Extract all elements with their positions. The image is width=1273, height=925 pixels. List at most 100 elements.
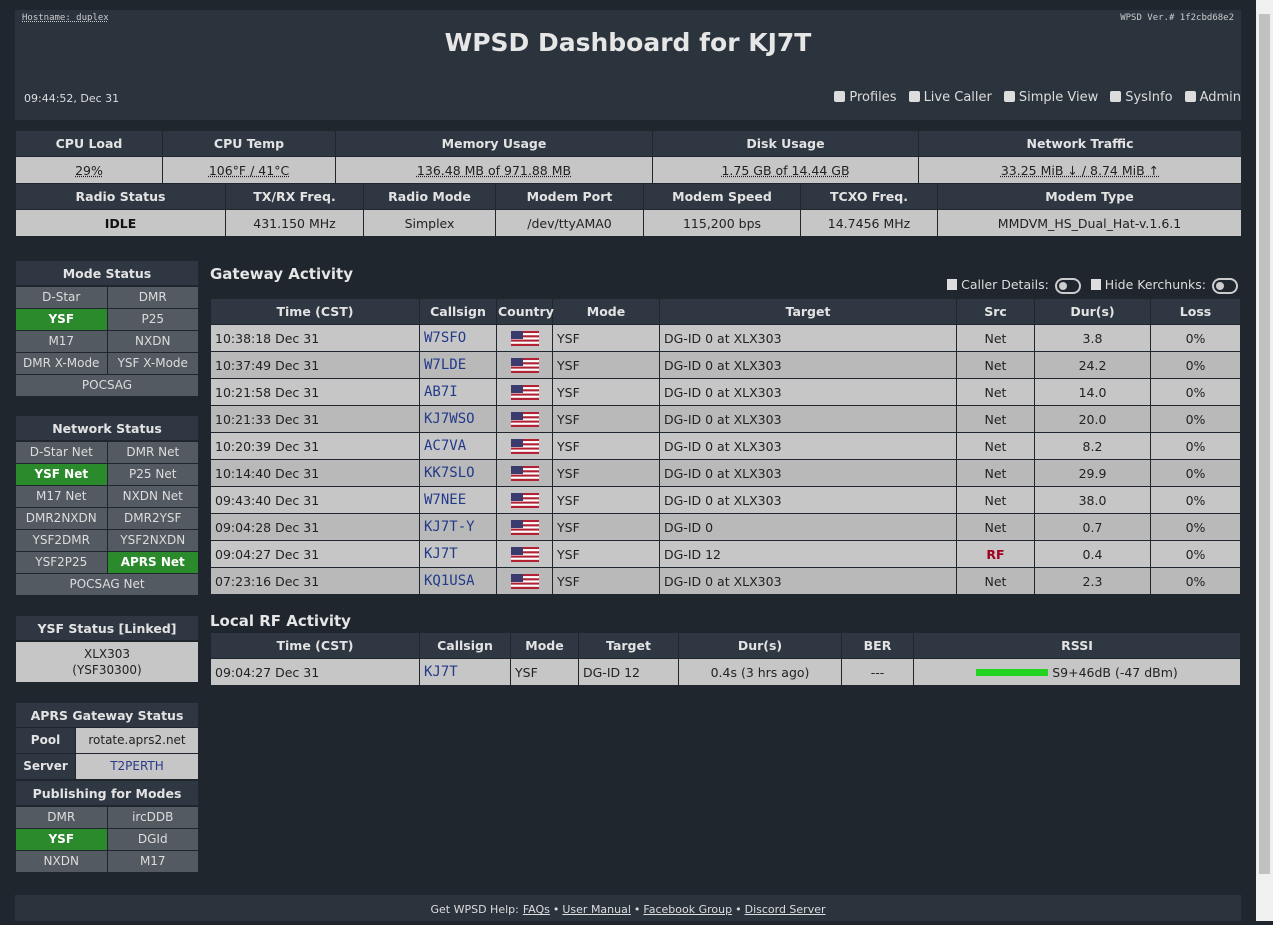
network-status: Network Status D-Star Net DMR Net YSF Net P2… <box>15 415 199 596</box>
callsign: KJ7T <box>419 658 511 686</box>
target: DG-ID 0 at XLX303 <box>659 351 957 379</box>
src: Net <box>956 513 1035 541</box>
nav-icon <box>908 91 920 102</box>
row: 29% 106°F / 41°C 136.48 MB of 971.88 MB 1.7… <box>15 156 1242 184</box>
value: 33.25 MiB ↓ / 8.74 MiB ↑ <box>1000 162 1160 178</box>
nav-link[interactable]: Admin <box>1184 90 1241 105</box>
nav-link[interactable]: Profiles <box>834 90 897 105</box>
mode: YSF <box>552 324 660 352</box>
nav-icon <box>1184 91 1196 102</box>
duration: 24.2 <box>1034 351 1151 379</box>
time: 10:14:40 Dec 31 <box>210 459 420 487</box>
cell: 29% <box>15 156 163 184</box>
ysf-body: XLX303 (YSF30300) <box>15 641 199 683</box>
callsign: KJ7T <box>419 540 497 568</box>
mode: YSF <box>510 658 579 686</box>
cell: 14.7456 MHz <box>800 209 938 237</box>
mode-status: Mode Status D-Star DMR YSF P25 M17 NXDN DMR X-M… <box>15 260 199 397</box>
status-item: DMR X-Mode <box>16 353 107 374</box>
value: 1.75 GB of 14.44 GB <box>721 162 850 178</box>
column-header: Callsign <box>419 632 511 659</box>
status-item: DGId <box>107 829 198 850</box>
status-item: DMR2NXDN <box>16 508 107 529</box>
header: Hostname: duplex WPSD Ver.# 1f2cbd68e2 W… <box>15 10 1241 120</box>
loss: 0% <box>1150 432 1241 460</box>
callsign: W7SFO <box>419 324 497 352</box>
separator: • <box>552 903 560 916</box>
footer-link[interactable]: Discord Server <box>744 903 826 916</box>
loss: 0% <box>1150 567 1241 595</box>
status-item: APRS Net <box>107 552 198 573</box>
activity-row: 07:23:16 Dec 31 KQ1USA YSF DG-ID 0 at XLX30… <box>210 567 1241 595</box>
rssi: S9+46dB (-47 dBm) <box>913 658 1241 686</box>
section-title: Gateway Activity <box>210 265 353 283</box>
country <box>496 432 553 460</box>
column-header: BER <box>841 632 914 659</box>
nav-text: Live Caller <box>923 90 992 105</box>
status-item: P25 Net <box>107 464 198 485</box>
column-header: Dur(s) <box>1034 298 1151 325</box>
time: 10:21:33 Dec 31 <box>210 405 420 433</box>
header-row: Radio Status TX/RX Freq. Radio Mode Modem P… <box>15 183 1242 210</box>
activity-row: 10:37:49 Dec 31 W7LDE YSF DG-ID 0 at XLX303… <box>210 351 1241 379</box>
column-header: Dur(s) <box>678 632 842 659</box>
duration: 0.4s (3 hrs ago) <box>678 658 842 686</box>
cell: 136.48 MB of 971.88 MB <box>335 156 653 184</box>
nav-icon <box>1110 91 1122 102</box>
rssi-text: S9+46dB (-47 dBm) <box>1052 664 1178 680</box>
column-header: Time (CST) <box>210 632 420 659</box>
target: DG-ID 0 <box>659 513 957 541</box>
nav-link[interactable]: SysInfo <box>1110 90 1173 105</box>
callsign: AC7VA <box>419 432 497 460</box>
nav-text: SysInfo <box>1125 90 1173 105</box>
toggle-icon <box>1090 279 1101 290</box>
footer-link[interactable]: Facebook Group <box>643 903 733 916</box>
sysinfo-table: CPU Load CPU Temp Memory Usage Disk Usage Ne… <box>15 130 1242 184</box>
src: Net <box>956 459 1035 487</box>
column-header: TX/RX Freq. <box>225 183 364 210</box>
time: 10:21:58 Dec 31 <box>210 378 420 406</box>
column-header: Src <box>956 298 1035 325</box>
footer-link[interactable]: FAQs <box>522 903 550 916</box>
status-item: ircDDB <box>107 807 198 828</box>
hide-kerchunks: Hide Kerchunks: <box>1090 277 1238 294</box>
nav-link[interactable]: Simple View <box>1003 90 1098 105</box>
status-item: YSF2P25 <box>16 552 107 573</box>
caller-details: Caller Details: <box>947 277 1081 294</box>
status-item: M17 <box>16 331 107 352</box>
column-header: Modem Speed <box>643 183 801 210</box>
nav-icon <box>834 91 846 102</box>
nav-link[interactable]: Live Caller <box>908 90 992 105</box>
flag <box>510 520 539 535</box>
column-header: Modem Type <box>937 183 1242 210</box>
time: 09:04:27 Dec 31 <box>210 540 420 568</box>
title: WPSD Dashboard for KJ7T <box>444 28 812 57</box>
loss: 0% <box>1150 405 1241 433</box>
clock: 09:44:52, Dec 31 <box>24 92 120 105</box>
separator: • <box>633 903 641 916</box>
callsign: AB7I <box>419 378 497 406</box>
toggle-switch[interactable] <box>1212 277 1238 294</box>
flag <box>510 466 539 481</box>
help-prefix: Get WPSD Help: <box>430 903 519 916</box>
panel-title: Publishing for Modes <box>15 780 199 806</box>
time: 09:04:28 Dec 31 <box>210 513 420 541</box>
panel-title: Mode Status <box>15 260 199 286</box>
cell: 106°F / 41°C <box>162 156 336 184</box>
duration: 20.0 <box>1034 405 1151 433</box>
scroll-thumb <box>1259 14 1270 874</box>
nav: Profiles Live Caller Simple View SysInfo Adm… <box>834 90 1241 105</box>
target: DG-ID 0 at XLX303 <box>659 459 957 487</box>
loss: 0% <box>1150 378 1241 406</box>
duration: 2.3 <box>1034 567 1151 595</box>
status-item: D-Star <box>16 287 107 308</box>
aprs-key: Pool <box>16 728 75 753</box>
button-grid: DMR ircDDB YSF DGId NXDN M17 <box>15 806 199 873</box>
footer-link[interactable]: User Manual <box>562 903 631 916</box>
loss: 0% <box>1150 486 1241 514</box>
flag <box>510 331 539 346</box>
toggle-switch[interactable] <box>1054 277 1081 294</box>
mode: YSF <box>552 405 660 433</box>
local-rf-table: Time (CST) Callsign Mode Target Dur(s) BER RSS… <box>210 632 1241 686</box>
